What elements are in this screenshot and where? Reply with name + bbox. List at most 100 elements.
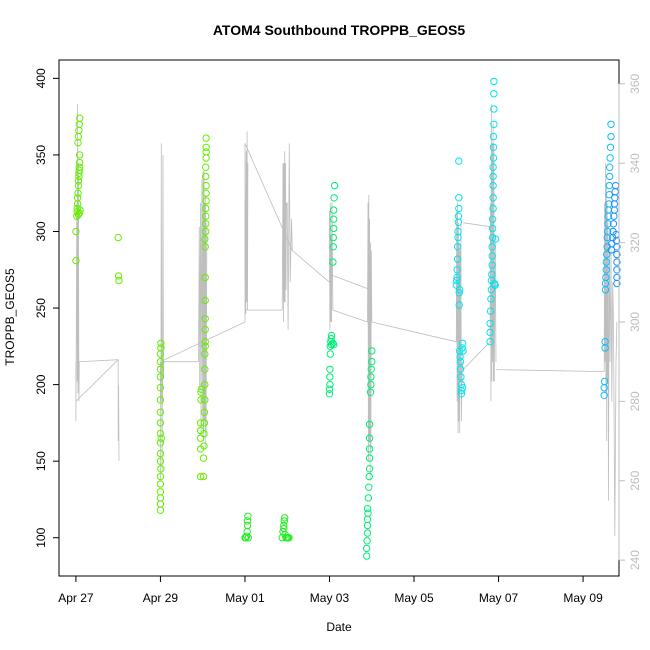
- data-point-s7-16: [489, 181, 497, 190]
- data-point-s8-18: [605, 191, 613, 199]
- data-point-s1-21: [157, 434, 166, 442]
- data-point-s8-7: [602, 273, 610, 282]
- data-point-s2-28: [202, 197, 210, 205]
- data-point-s9-4: [609, 220, 618, 228]
- data-point-s2-38: [202, 227, 210, 236]
- data-point-s8-24: [607, 132, 615, 141]
- data-point-s5-1: [363, 544, 371, 553]
- y2-tick-label-5: 340: [628, 153, 642, 173]
- data-point-s1-7: [156, 457, 165, 465]
- data-point-s7-7: [488, 270, 496, 279]
- y-tick-label-6: 400: [34, 68, 48, 88]
- data-point-s7-12: [488, 224, 497, 233]
- data-point-s8-22: [606, 154, 614, 162]
- data-point-s3-2: [243, 527, 251, 536]
- line-segment-14: [371, 321, 457, 343]
- data-point-s0-15: [76, 151, 84, 159]
- data-point-s5-4: [363, 521, 372, 530]
- data-point-s1-2: [156, 494, 165, 502]
- data-point-s4-18: [330, 206, 338, 214]
- data-point-s4-15: [329, 233, 337, 242]
- data-point-s4-2: [326, 380, 334, 389]
- data-point-s6-7: [454, 227, 462, 236]
- data-point-s7-10: [488, 243, 496, 251]
- data-point-s1-9: [156, 439, 165, 447]
- data-point-s0-18: [75, 126, 83, 135]
- y-tick-label-3: 250: [34, 298, 48, 318]
- y2-tick-label-6: 360: [628, 73, 642, 93]
- data-point-s5-11: [365, 465, 374, 473]
- line-segment-10: [329, 202, 334, 330]
- data-point-s2-36: [202, 134, 210, 142]
- data-point-s7-25: [490, 77, 498, 86]
- data-point-s2-27: [202, 204, 210, 213]
- data-point-s2-26: [202, 212, 210, 220]
- data-point-s6-15: [456, 286, 464, 294]
- data-point-s2-15: [201, 380, 209, 389]
- data-point-s8-8: [602, 266, 610, 274]
- data-point-s1-5: [156, 472, 165, 481]
- data-point-s4-5: [326, 350, 334, 358]
- line-segment-5: [160, 321, 246, 363]
- data-point-s9-16: [613, 266, 621, 274]
- line-segment-12: [367, 194, 373, 481]
- data-point-s2-34: [202, 148, 210, 156]
- line-segment-20: [603, 163, 618, 537]
- data-point-s8-25: [607, 120, 615, 129]
- data-point-s0-26: [115, 276, 123, 285]
- y2-tick-label-1: 260: [628, 470, 642, 490]
- data-point-s2-5: [197, 396, 205, 404]
- line-segment-6: [244, 131, 249, 322]
- data-point-s6-26: [459, 347, 467, 355]
- data-point-s7-28: [491, 281, 499, 289]
- data-point-s7-1: [486, 328, 494, 337]
- data-point-s7-21: [489, 132, 498, 141]
- data-point-s2-13: [200, 408, 209, 416]
- data-point-s0-7: [74, 189, 82, 197]
- data-point-s5-6: [364, 509, 372, 517]
- data-point-s2-24: [201, 243, 209, 251]
- data-point-s9-13: [613, 243, 621, 251]
- y-axis-right: 240 260 280 300 320 340 360: [618, 73, 642, 570]
- data-point-s2-4: [196, 419, 205, 427]
- data-point-s7-24: [490, 90, 498, 98]
- data-point-s1-6: [157, 465, 165, 473]
- data-point-s7-17: [489, 172, 497, 181]
- data-point-s8-21: [606, 163, 614, 171]
- data-point-s4-16: [330, 224, 338, 233]
- data-point-s8-2: [600, 377, 609, 386]
- data-point-s3-6: [244, 534, 253, 542]
- y-tick-label-0: 100: [34, 527, 48, 547]
- data-point-s1-13: [156, 396, 165, 404]
- data-point-s7-4: [487, 295, 495, 303]
- data-point-s7-20: [489, 143, 498, 152]
- data-point-s2-2: [196, 434, 205, 442]
- data-point-s4-19: [330, 194, 338, 202]
- data-point-s2-23: [201, 273, 209, 282]
- data-point-s2-32: [202, 163, 210, 171]
- data-point-s5-0: [363, 552, 371, 560]
- data-point-s2-30: [202, 181, 210, 190]
- data-point-s2-21: [201, 315, 209, 323]
- data-point-s9-9: [611, 188, 619, 196]
- data-point-s4-20: [330, 181, 339, 190]
- data-point-s2-35: [202, 143, 210, 152]
- data-point-s1-15: [156, 373, 165, 381]
- line-segment-18: [489, 103, 497, 402]
- data-point-s2-16: [201, 365, 209, 373]
- data-point-s0-23: [76, 206, 84, 214]
- data-point-s5-21: [368, 347, 376, 355]
- data-point-s3-18: [285, 534, 293, 542]
- data-point-s5-3: [363, 529, 372, 537]
- data-point-s6-5: [453, 243, 462, 251]
- data-point-s0-1: [72, 227, 80, 236]
- data-point-s0-17: [74, 132, 83, 141]
- x-tick-label-4: May 05: [394, 591, 434, 605]
- x-tick-label-2: May 01: [225, 591, 265, 605]
- data-point-s7-0: [486, 338, 494, 346]
- data-point-s5-15: [365, 420, 374, 429]
- data-point-s7-13: [488, 215, 497, 223]
- data-point-s1-4: [156, 480, 165, 488]
- y2-tick-label-2: 280: [628, 391, 642, 411]
- x-tick-label-3: May 03: [310, 591, 350, 605]
